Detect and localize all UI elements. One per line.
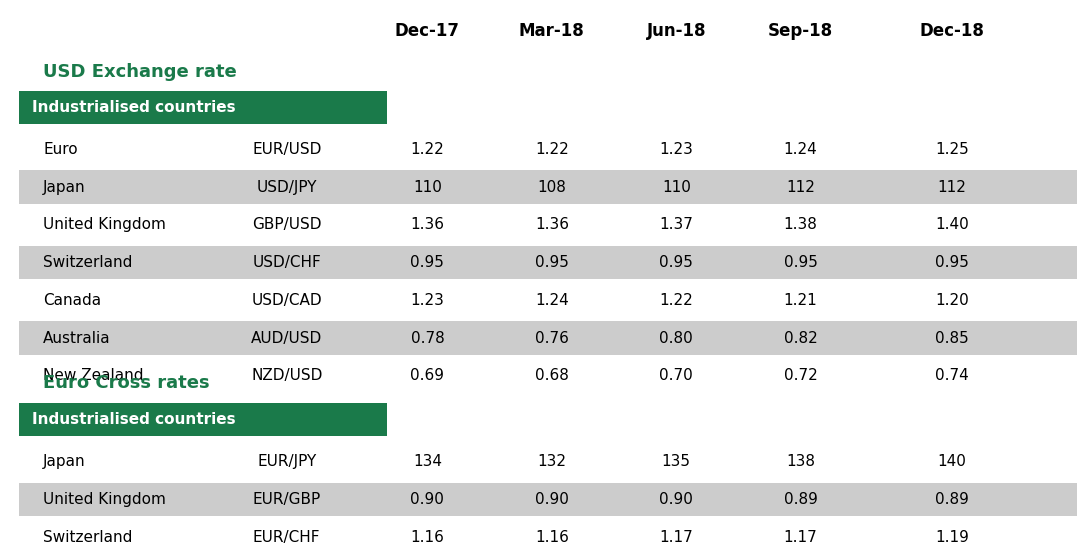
Text: 0.70: 0.70 — [659, 369, 694, 384]
Text: NZD/USD: NZD/USD — [251, 369, 322, 384]
Bar — [19, 483, 1077, 516]
Text: 1.38: 1.38 — [783, 218, 818, 233]
Text: 112: 112 — [787, 180, 815, 195]
Text: 1.23: 1.23 — [659, 142, 694, 157]
Text: Industrialised countries: Industrialised countries — [32, 100, 236, 115]
Text: Industrialised countries: Industrialised countries — [32, 412, 236, 427]
Text: Japan: Japan — [43, 455, 85, 470]
Text: 1.17: 1.17 — [783, 530, 818, 545]
Text: 0.80: 0.80 — [659, 331, 694, 346]
Text: Jun-18: Jun-18 — [647, 22, 705, 39]
Text: 1.17: 1.17 — [659, 530, 694, 545]
Text: Mar-18: Mar-18 — [519, 22, 584, 39]
Text: 0.72: 0.72 — [783, 369, 818, 384]
Text: 0.69: 0.69 — [410, 369, 445, 384]
Text: 0.68: 0.68 — [535, 369, 569, 384]
Text: Euro: Euro — [43, 142, 78, 157]
Text: 0.82: 0.82 — [783, 331, 818, 346]
Text: 0.85: 0.85 — [935, 331, 969, 346]
Bar — [19, 321, 1077, 355]
Text: Japan: Japan — [43, 180, 85, 195]
Text: 1.24: 1.24 — [783, 142, 818, 157]
Text: 138: 138 — [787, 455, 815, 470]
Text: Switzerland: Switzerland — [43, 255, 133, 270]
Text: Switzerland: Switzerland — [43, 530, 133, 545]
Text: Dec-18: Dec-18 — [920, 22, 985, 39]
Text: 0.90: 0.90 — [659, 492, 694, 507]
Text: 0.74: 0.74 — [935, 369, 969, 384]
Text: 108: 108 — [538, 180, 566, 195]
Text: 1.36: 1.36 — [535, 218, 569, 233]
Text: 112: 112 — [938, 180, 966, 195]
Text: 1.23: 1.23 — [410, 293, 445, 308]
Bar — [19, 91, 387, 124]
Bar — [19, 403, 387, 436]
Text: 1.36: 1.36 — [410, 218, 445, 233]
Bar — [19, 170, 1077, 204]
Text: USD/CHF: USD/CHF — [252, 255, 321, 270]
Text: 0.90: 0.90 — [410, 492, 445, 507]
Text: 1.24: 1.24 — [535, 293, 569, 308]
Text: EUR/USD: EUR/USD — [252, 142, 321, 157]
Text: 1.40: 1.40 — [935, 218, 969, 233]
Text: 110: 110 — [413, 180, 441, 195]
Text: Canada: Canada — [43, 293, 102, 308]
Text: United Kingdom: United Kingdom — [43, 492, 167, 507]
Bar — [19, 246, 1077, 279]
Text: 0.95: 0.95 — [659, 255, 694, 270]
Text: 110: 110 — [662, 180, 690, 195]
Text: EUR/CHF: EUR/CHF — [253, 530, 320, 545]
Text: 1.25: 1.25 — [935, 142, 969, 157]
Text: New Zealand: New Zealand — [43, 369, 144, 384]
Text: USD/CAD: USD/CAD — [251, 293, 322, 308]
Text: 1.22: 1.22 — [410, 142, 445, 157]
Text: AUD/USD: AUD/USD — [251, 331, 322, 346]
Text: 0.95: 0.95 — [410, 255, 445, 270]
Text: 140: 140 — [938, 455, 966, 470]
Text: EUR/GBP: EUR/GBP — [252, 492, 321, 507]
Text: 0.90: 0.90 — [535, 492, 569, 507]
Text: 0.95: 0.95 — [535, 255, 569, 270]
Text: USD/JPY: USD/JPY — [256, 180, 317, 195]
Text: 0.89: 0.89 — [935, 492, 969, 507]
Text: 0.95: 0.95 — [783, 255, 818, 270]
Text: 1.19: 1.19 — [935, 530, 969, 545]
Text: 1.22: 1.22 — [659, 293, 694, 308]
Text: Dec-17: Dec-17 — [395, 22, 460, 39]
Text: 135: 135 — [662, 455, 690, 470]
Text: USD Exchange rate: USD Exchange rate — [43, 63, 237, 81]
Text: United Kingdom: United Kingdom — [43, 218, 167, 233]
Text: 0.76: 0.76 — [535, 331, 569, 346]
Text: GBP/USD: GBP/USD — [252, 218, 321, 233]
Text: EUR/JPY: EUR/JPY — [258, 455, 316, 470]
Text: 1.16: 1.16 — [535, 530, 569, 545]
Text: 1.37: 1.37 — [659, 218, 694, 233]
Text: 0.89: 0.89 — [783, 492, 818, 507]
Text: 134: 134 — [413, 455, 441, 470]
Text: 1.21: 1.21 — [783, 293, 818, 308]
Text: 0.95: 0.95 — [935, 255, 969, 270]
Text: 0.78: 0.78 — [410, 331, 445, 346]
Text: Australia: Australia — [43, 331, 110, 346]
Text: 1.20: 1.20 — [935, 293, 969, 308]
Text: 132: 132 — [538, 455, 566, 470]
Text: 1.16: 1.16 — [410, 530, 445, 545]
Text: Euro Cross rates: Euro Cross rates — [43, 374, 210, 392]
Text: 1.22: 1.22 — [535, 142, 569, 157]
Text: Sep-18: Sep-18 — [768, 22, 833, 39]
